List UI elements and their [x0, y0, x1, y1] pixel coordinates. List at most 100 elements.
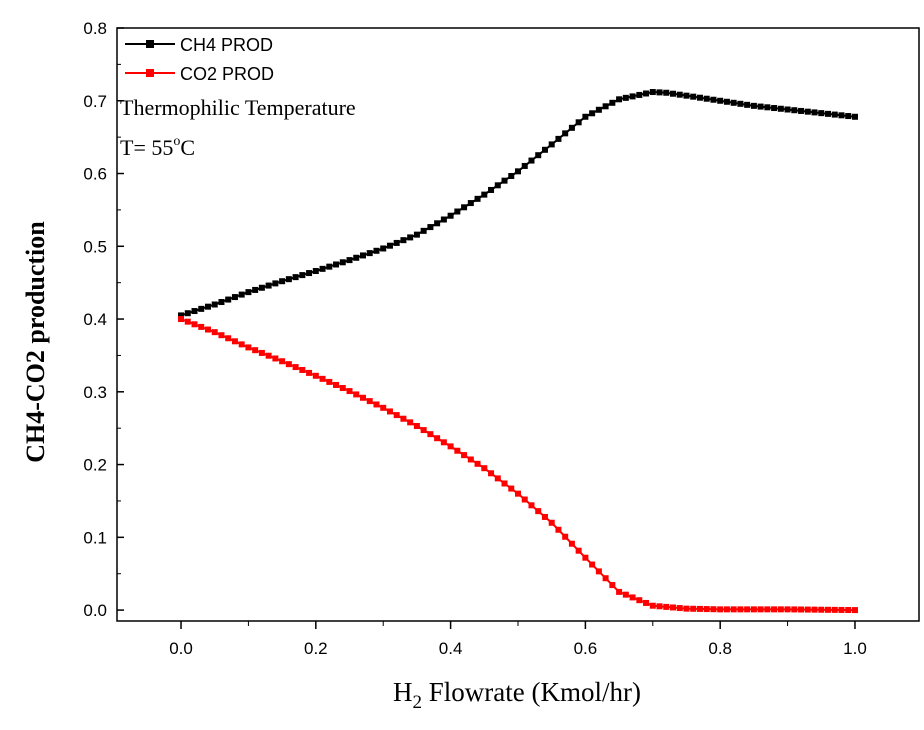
series-point-co2-prod — [710, 606, 717, 613]
series-point-ch4-prod — [663, 89, 670, 96]
series-point-ch4-prod — [764, 104, 771, 111]
annotation-degree-symbol: o — [173, 134, 180, 149]
series-point-ch4-prod — [683, 92, 690, 99]
x-tick-label: 0.0 — [169, 639, 193, 658]
series-point-ch4-prod — [730, 99, 737, 106]
series-point-co2-prod — [568, 540, 575, 547]
series-point-co2-prod — [690, 605, 697, 612]
series-point-co2-prod — [353, 391, 360, 398]
y-tick-label: 0.5 — [83, 237, 107, 256]
series-point-co2-prod — [299, 366, 306, 373]
series-point-ch4-prod — [494, 182, 501, 189]
series-point-co2-prod — [798, 606, 805, 613]
series-point-co2-prod — [683, 605, 690, 612]
series-point-co2-prod — [434, 435, 441, 442]
series-point-ch4-prod — [400, 237, 407, 244]
series-point-co2-prod — [258, 349, 265, 356]
series-point-co2-prod — [528, 502, 535, 509]
series-point-co2-prod — [346, 388, 353, 395]
series-point-co2-prod — [636, 597, 643, 604]
series-layer — [178, 89, 858, 614]
series-point-ch4-prod — [710, 96, 717, 103]
series-point-co2-prod — [777, 606, 784, 613]
series-point-co2-prod — [339, 385, 346, 392]
series-point-co2-prod — [784, 606, 791, 613]
legend: CH4 PROD CO2 PROD — [125, 35, 274, 84]
annotation-temperature-unit: C — [180, 135, 195, 160]
series-point-co2-prod — [825, 606, 832, 613]
series-point-co2-prod — [413, 423, 420, 430]
series-point-co2-prod — [488, 470, 495, 477]
series-point-co2-prod — [723, 606, 730, 613]
series-point-co2-prod — [204, 326, 211, 333]
series-point-co2-prod — [279, 358, 286, 365]
series-point-ch4-prod — [454, 208, 461, 215]
x-axis-title-rest: Flowrate (Kmol/hr) — [422, 677, 641, 707]
series-point-ch4-prod — [703, 95, 710, 102]
series-point-co2-prod — [427, 431, 434, 438]
x-axis-title-subscript: 2 — [413, 692, 423, 713]
series-point-co2-prod — [535, 508, 542, 515]
series-point-ch4-prod — [420, 227, 427, 234]
series-point-ch4-prod — [508, 172, 515, 179]
series-point-ch4-prod — [696, 94, 703, 101]
series-point-ch4-prod — [393, 239, 400, 246]
series-point-co2-prod — [366, 398, 373, 405]
series-point-ch4-prod — [231, 294, 238, 301]
series-point-co2-prod — [447, 443, 454, 450]
series-point-co2-prod — [501, 480, 508, 487]
series-point-ch4-prod — [225, 296, 232, 303]
series-point-co2-prod — [265, 352, 272, 359]
series-point-co2-prod — [737, 606, 744, 613]
series-point-co2-prod — [676, 605, 683, 612]
series-point-ch4-prod — [831, 111, 838, 118]
series-point-co2-prod — [461, 452, 468, 459]
series-point-co2-prod — [481, 465, 488, 472]
series-point-co2-prod — [649, 602, 656, 609]
series-point-co2-prod — [393, 412, 400, 419]
series-point-ch4-prod — [407, 234, 414, 241]
series-point-co2-prod — [326, 378, 333, 385]
series-point-co2-prod — [400, 415, 407, 422]
series-point-co2-prod — [562, 533, 569, 540]
series-point-co2-prod — [851, 607, 858, 614]
series-point-ch4-prod — [744, 101, 751, 108]
series-point-co2-prod — [238, 341, 245, 348]
series-point-ch4-prod — [723, 98, 730, 105]
series-point-ch4-prod — [595, 106, 602, 113]
series-ch4-prod — [178, 89, 858, 319]
series-point-ch4-prod — [440, 216, 447, 223]
series-point-co2-prod — [730, 606, 737, 613]
legend-swatch-co2-marker — [146, 69, 154, 77]
series-point-ch4-prod — [279, 278, 286, 285]
series-point-ch4-prod — [353, 254, 360, 261]
series-point-ch4-prod — [515, 168, 521, 175]
series-point-co2-prod — [407, 419, 414, 426]
x-tick-label: 0.2 — [304, 639, 328, 658]
x-tick-label: 0.4 — [439, 639, 463, 658]
series-point-co2-prod — [744, 606, 751, 613]
series-point-co2-prod — [494, 475, 501, 482]
series-point-co2-prod — [818, 606, 825, 613]
series-point-ch4-prod — [474, 195, 481, 202]
series-point-co2-prod — [555, 526, 562, 533]
annotation-temperature-value: T= 55 — [120, 135, 173, 160]
series-point-co2-prod — [831, 606, 838, 613]
series-point-ch4-prod — [636, 91, 643, 98]
series-point-ch4-prod — [373, 247, 380, 254]
y-tick-label: 0.6 — [83, 165, 107, 184]
series-point-ch4-prod — [791, 107, 798, 114]
series-point-co2-prod — [703, 606, 710, 613]
series-point-ch4-prod — [609, 99, 616, 106]
series-point-co2-prod — [656, 603, 663, 610]
series-point-ch4-prod — [312, 268, 319, 275]
series-point-co2-prod — [252, 347, 259, 354]
series-point-ch4-prod — [737, 100, 744, 107]
series-point-co2-prod — [211, 329, 218, 336]
series-point-ch4-prod — [521, 162, 528, 169]
series-point-co2-prod — [622, 591, 629, 598]
series-point-co2-prod — [541, 513, 548, 520]
series-point-co2-prod — [178, 316, 185, 323]
series-point-co2-prod — [218, 332, 225, 339]
series-point-ch4-prod — [198, 305, 205, 312]
